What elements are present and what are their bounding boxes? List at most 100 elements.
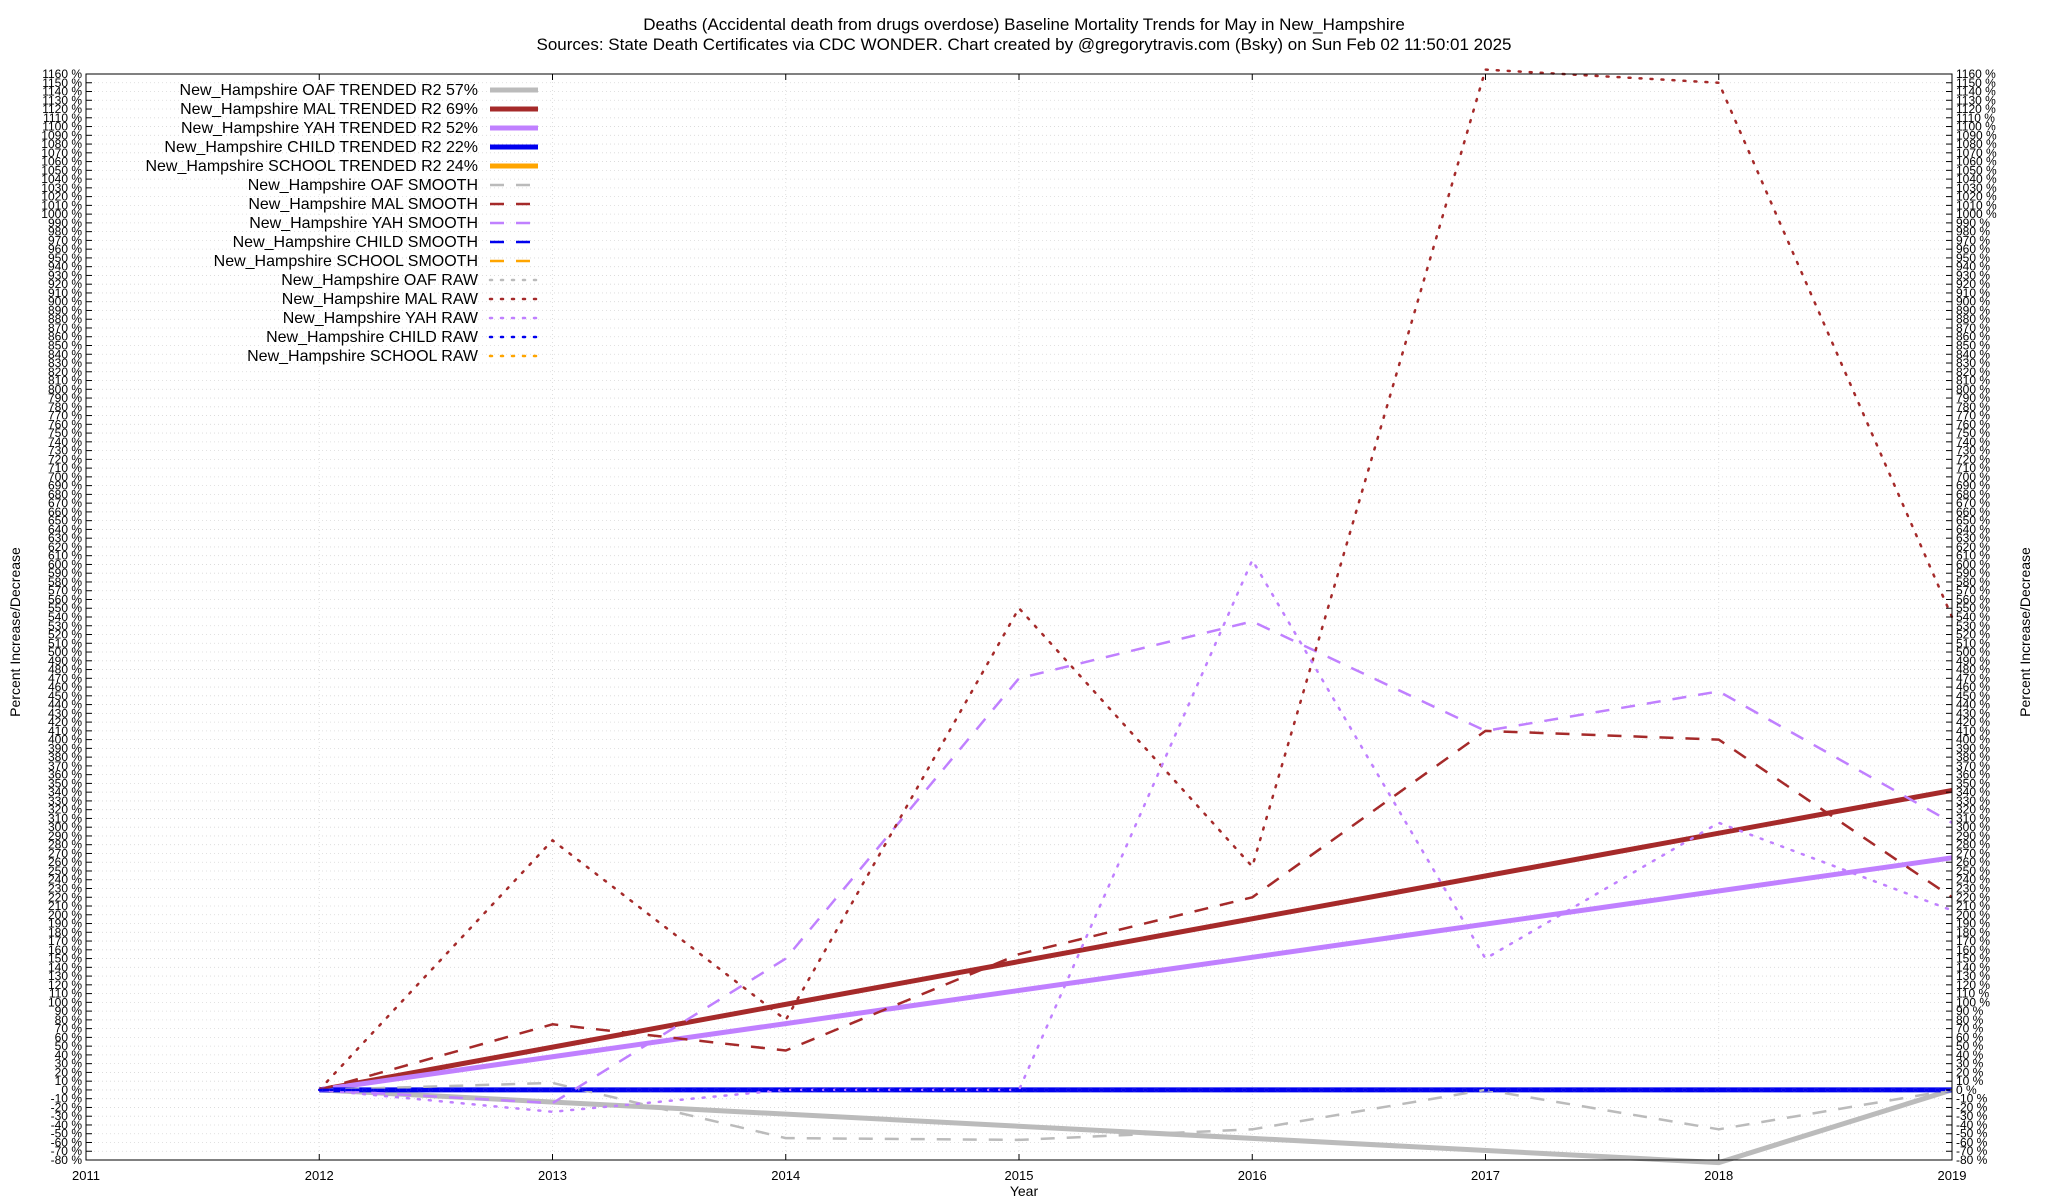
y-tick-label: 480 % <box>48 663 82 677</box>
y-tick-label: 200 % <box>48 908 82 922</box>
y-tick-label-right: 980 % <box>1956 225 1990 239</box>
y-tick-label: 450 % <box>48 689 82 703</box>
y-tick-label-right: 920 % <box>1956 277 1990 291</box>
y-tick-label: 590 % <box>48 566 82 580</box>
legend-label: New_Hampshire CHILD TRENDED R2 22% <box>164 139 478 156</box>
y-tick-label-right: 880 % <box>1956 312 1990 326</box>
y-tick-label: -70 % <box>51 1144 83 1158</box>
y-tick-label-right: 900 % <box>1956 295 1990 309</box>
y-tick-label-right: 950 % <box>1956 251 1990 265</box>
y-tick-label-right: 690 % <box>1956 479 1990 493</box>
y-tick-label-right: 790 % <box>1956 391 1990 405</box>
y-tick-label-right: 1060 % <box>1956 155 1997 169</box>
x-tick-label: 2013 <box>538 1168 567 1183</box>
y-tick-label: 210 % <box>48 899 82 913</box>
y-tick-label-right: 1130 % <box>1956 93 1996 107</box>
y-tick-label: 820 % <box>48 365 82 379</box>
y-tick-label-right: 1090 % <box>1956 128 1997 142</box>
series-layer <box>318 68 1954 1166</box>
y-tick-label-right: 800 % <box>1956 382 1990 396</box>
y-tick-label: 1050 % <box>41 163 82 177</box>
y-tick-label: 700 % <box>48 470 82 484</box>
y-tick-label: 530 % <box>48 619 82 633</box>
y-tick-label-right: -60 % <box>1956 1135 1988 1149</box>
chart-subtitle: Sources: State Death Certificates via CD… <box>536 35 1511 54</box>
y-tick-label-right: 930 % <box>1956 268 1990 282</box>
y-tick-label-right: 450 % <box>1956 689 1990 703</box>
y-tick-label: 1020 % <box>41 190 82 204</box>
y-tick-label: 1070 % <box>41 146 82 160</box>
y-tick-label: 170 % <box>48 934 82 948</box>
y-tick-label: 550 % <box>48 601 82 615</box>
y-tick-label-right: 240 % <box>1956 873 1990 887</box>
y-tick-label: 950 % <box>48 251 82 265</box>
y-tick-label-right: 770 % <box>1956 409 1990 423</box>
y-tick-label: 900 % <box>48 295 82 309</box>
x-tick-label: 2011 <box>72 1168 100 1183</box>
y-tick-label-right: 630 % <box>1956 531 1990 545</box>
y-tick-label-right: 270 % <box>1956 846 1990 860</box>
y-tick-label-right: 530 % <box>1956 619 1990 633</box>
y-tick-label: 980 % <box>48 225 82 239</box>
y-tick-label-right: 250 % <box>1956 864 1990 878</box>
y-tick-label-right: 10 % <box>1956 1074 1984 1088</box>
y-tick-label: 30 % <box>55 1057 83 1071</box>
legend-label: New_Hampshire SCHOOL TRENDED R2 24% <box>145 158 478 175</box>
y-tick-label: 580 % <box>48 575 82 589</box>
y-tick-label-right: 360 % <box>1956 768 1990 782</box>
legend-label: New_Hampshire MAL TRENDED R2 69% <box>180 101 478 118</box>
y-tick-label: 310 % <box>48 811 82 825</box>
y-tick-label-right: 500 % <box>1956 645 1990 659</box>
y-tick-label: 240 % <box>48 873 82 887</box>
y-tick-label-right: 1080 % <box>1956 137 1997 151</box>
y-tick-label: 50 % <box>55 1039 83 1053</box>
y-tick-label-right: 1150 % <box>1956 76 1996 90</box>
y-tick-label-right: 230 % <box>1956 882 1990 896</box>
x-tick-label: 2016 <box>1238 1168 1267 1183</box>
series-line-5 <box>319 1081 1953 1142</box>
y-tick-label: 690 % <box>48 479 82 493</box>
y-tick-label-right: 1000 % <box>1956 207 1997 221</box>
y-tick-label: -40 % <box>51 1118 83 1132</box>
y-tick-label: 990 % <box>48 216 82 230</box>
y-tick-label-right: 60 % <box>1956 1030 1984 1044</box>
y-tick-label-right: 990 % <box>1956 216 1990 230</box>
y-tick-label-right: 780 % <box>1956 400 1990 414</box>
x-tick-label: 2017 <box>1471 1168 1500 1183</box>
y-tick-label: 80 % <box>55 1013 83 1027</box>
y-tick-label: 830 % <box>48 356 82 370</box>
x-tick-label: 2015 <box>1005 1168 1034 1183</box>
y-tick-label-right: 510 % <box>1956 636 1990 650</box>
y-tick-label-right: 760 % <box>1956 417 1990 431</box>
y-tick-label: 110 % <box>49 987 82 1001</box>
y-tick-label: 620 % <box>48 540 82 554</box>
plot-frame <box>85 73 1953 1161</box>
y-tick-label-right: 460 % <box>1956 680 1990 694</box>
y-tick-label: 680 % <box>48 487 82 501</box>
y-tick-label-right: 1070 % <box>1956 146 1997 160</box>
y-tick-label-right: 1140 % <box>1956 85 1996 99</box>
y-tick-label: 740 % <box>48 435 82 449</box>
y-tick-label-right: 140 % <box>1956 960 1990 974</box>
y-tick-label: 890 % <box>48 303 82 317</box>
y-tick-label-right: 1040 % <box>1956 172 1997 186</box>
y-tick-label: -60 % <box>51 1135 83 1149</box>
y-tick-label: 180 % <box>48 925 82 939</box>
y-tick-label: 60 % <box>55 1030 83 1044</box>
y-tick-label: 390 % <box>48 741 82 755</box>
y-tick-label: 330 % <box>48 794 82 808</box>
y-tick-label: 340 % <box>48 785 82 799</box>
y-tick-label: 320 % <box>48 803 82 817</box>
y-tick-label-right: 890 % <box>1956 303 1990 317</box>
y-tick-label: 630 % <box>48 531 82 545</box>
series-line-0 <box>319 1087 1953 1166</box>
y-tick-label-right: 280 % <box>1956 838 1990 852</box>
legend-label: New_Hampshire OAF TRENDED R2 57% <box>180 82 478 99</box>
y-tick-label-right: 750 % <box>1956 426 1990 440</box>
y-tick-label: 270 % <box>48 846 82 860</box>
y-tick-label: 850 % <box>48 339 82 353</box>
y-tick-label-right: 670 % <box>1956 496 1990 510</box>
y-tick-label: 420 % <box>48 715 82 729</box>
series-line-7 <box>319 620 1953 1105</box>
